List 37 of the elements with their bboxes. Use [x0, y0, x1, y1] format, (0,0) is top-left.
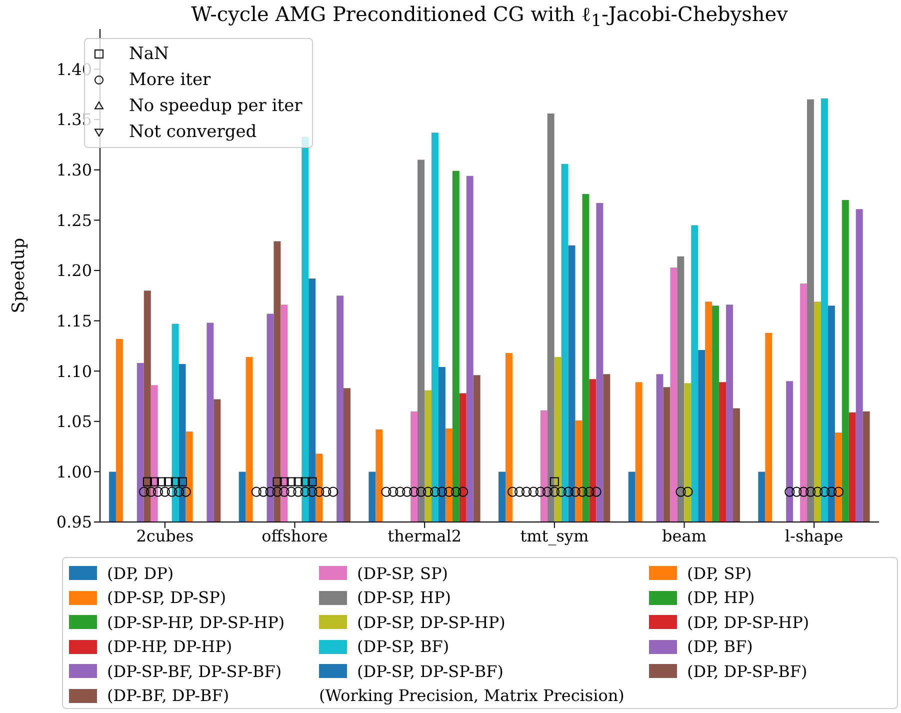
chart-title: W-cycle AMG Preconditioned CG with ℓ$_{1}$-Jacobi-Chebyshev	[190, 2, 789, 30]
legend-label: (DP, DP-SP-BF)	[687, 662, 808, 681]
x-tick-label: thermal2	[388, 526, 462, 546]
legend-label: (DP-SP, DP-SP)	[107, 588, 226, 608]
legend-label: (DP-SP, SP)	[357, 564, 448, 583]
legend-label: More iter	[129, 70, 211, 90]
legend-title: (Working Precision, Matrix Precision)	[319, 686, 624, 706]
legend-label: (DP, SP)	[687, 564, 752, 583]
y-axis-title: Speedup	[9, 238, 30, 314]
y-tick-label: 1.30	[56, 160, 92, 180]
y-tick-label: 1.10	[56, 362, 92, 381]
legend-label: (DP-HP, DP-HP)	[107, 637, 232, 656]
y-tick-label: 1.25	[56, 210, 92, 230]
y-tick-label: 1.00	[56, 462, 92, 482]
x-tick-label: 2cubes	[136, 526, 194, 546]
y-tick-label: 1.15	[56, 311, 92, 330]
x-tick-label: l-shape	[784, 526, 844, 546]
legend-label: (DP-SP, DP-SP-BF)	[357, 662, 504, 681]
legend-label: (DP-SP, HP)	[357, 588, 451, 608]
y-tick-label: 1.05	[56, 412, 92, 432]
legend-label: (DP-BF, DP-BF)	[107, 686, 230, 706]
legend-label: (DP-SP, DP-SP-HP)	[357, 612, 506, 632]
legend-label: (DP-SP-BF, DP-SP-BF)	[107, 662, 282, 681]
legend-label: (DP, DP-SP-HP)	[687, 612, 810, 632]
legend-label: NaN	[129, 44, 169, 64]
legend-label: (DP, DP)	[107, 564, 174, 583]
legend-label: (DP-SP, BF)	[357, 637, 450, 656]
legend-label: Not converged	[129, 122, 257, 142]
legend-label: (DP, BF)	[687, 637, 753, 656]
legend-label: (DP, HP)	[687, 588, 755, 608]
legend-label: No speedup per iter	[129, 96, 302, 116]
legend-label: (DP-SP-HP, DP-SP-HP)	[107, 612, 285, 632]
x-tick-label: beam	[662, 526, 706, 546]
y-tick-label: 0.95	[56, 512, 92, 532]
x-tick-label: tmt_sym	[520, 526, 589, 546]
x-tick-label: offshore	[262, 526, 328, 546]
y-tick-label: 1.20	[56, 261, 92, 280]
